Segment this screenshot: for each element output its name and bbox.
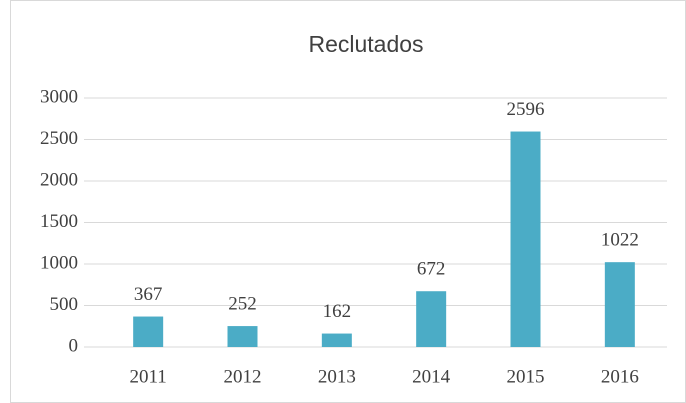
y-tick-label: 500 [50,294,79,315]
y-tick-label: 2500 [40,128,78,149]
y-tick-label: 0 [69,335,79,356]
x-tick-label: 2014 [412,366,451,387]
bar [133,316,164,347]
y-tick-label: 1000 [40,252,78,273]
data-label: 367 [134,284,163,305]
x-tick-label: 2016 [601,366,639,387]
x-tick-label: 2013 [318,366,356,387]
data-label: 2596 [507,99,545,120]
bar [321,333,352,347]
x-tick-label: 2012 [224,366,262,387]
data-label: 162 [323,301,352,322]
x-tick-label: 2011 [130,366,167,387]
data-label: 1022 [601,230,639,251]
bar [416,291,447,347]
y-tick-label: 2000 [40,169,78,190]
y-tick-label: 3000 [40,86,78,107]
chart-title: Reclutados [308,31,423,57]
x-tick-label: 2015 [507,366,545,387]
data-label: 672 [417,259,446,280]
bar [510,131,541,347]
bar [604,262,635,347]
data-label: 252 [228,293,257,314]
bar [227,326,258,347]
y-tick-label: 1500 [40,211,78,232]
